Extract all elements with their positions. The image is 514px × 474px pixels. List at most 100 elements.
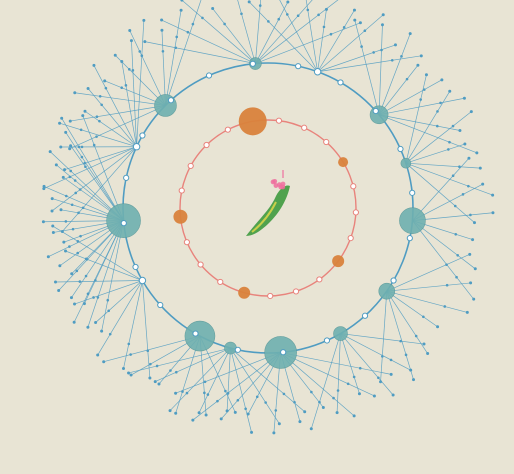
leaf-node[interactable] <box>94 321 98 325</box>
leaf-node[interactable] <box>381 13 385 17</box>
outer-ring-node[interactable] <box>280 349 287 356</box>
leaf-node[interactable] <box>391 393 395 397</box>
leaf-node[interactable] <box>426 352 430 356</box>
leaf-node[interactable] <box>353 18 357 22</box>
outer-ring-node[interactable] <box>132 263 139 271</box>
leaf-node[interactable] <box>478 166 482 170</box>
leaf-node[interactable] <box>225 409 229 413</box>
leaf-node[interactable] <box>62 240 66 244</box>
leaf-node[interactable] <box>358 21 362 25</box>
leaf-node[interactable] <box>471 238 475 242</box>
outer-bubble[interactable] <box>369 105 389 125</box>
leaf-node[interactable] <box>472 297 476 301</box>
leaf-node[interactable] <box>419 54 423 58</box>
leaf-node[interactable] <box>51 224 55 228</box>
leaf-node[interactable] <box>469 110 473 114</box>
inner-ring-node[interactable] <box>197 261 204 268</box>
inner-ring-node[interactable] <box>323 138 330 146</box>
outer-bubble[interactable] <box>400 157 412 169</box>
leaf-node[interactable] <box>102 360 106 364</box>
leaf-node[interactable] <box>473 267 477 271</box>
leaf-node[interactable] <box>174 391 178 395</box>
outer-ring-node[interactable] <box>139 132 146 139</box>
leaf-node[interactable] <box>481 182 485 186</box>
outer-bubble[interactable] <box>154 94 177 117</box>
inner-bubble[interactable] <box>173 209 188 224</box>
outer-ring-node[interactable] <box>249 60 256 67</box>
leaf-node[interactable] <box>272 431 276 435</box>
leaf-node[interactable] <box>86 325 90 329</box>
outer-bubble[interactable] <box>333 326 348 341</box>
outer-node[interactable] <box>138 276 147 285</box>
leaf-node[interactable] <box>160 18 164 22</box>
leaf-node[interactable] <box>465 310 469 314</box>
leaf-node[interactable] <box>472 221 476 225</box>
leaf-node[interactable] <box>81 114 85 118</box>
leaf-node[interactable] <box>448 89 452 93</box>
leaf-node[interactable] <box>60 229 64 233</box>
leaf-node[interactable] <box>204 413 208 417</box>
inner-ring-node[interactable] <box>183 239 191 246</box>
leaf-node[interactable] <box>72 320 76 324</box>
leaf-node[interactable] <box>82 302 86 306</box>
leaf-node[interactable] <box>468 252 472 256</box>
leaf-node[interactable] <box>57 288 61 292</box>
outer-ring-node[interactable] <box>409 189 416 196</box>
leaf-node[interactable] <box>70 272 74 276</box>
outer-ring-node[interactable] <box>295 63 302 70</box>
leaf-node[interactable] <box>250 430 254 434</box>
leaf-node[interactable] <box>491 211 495 215</box>
outer-ring-node[interactable] <box>234 346 241 353</box>
leaf-node[interactable] <box>303 410 307 414</box>
leaf-node[interactable] <box>127 371 131 375</box>
leaf-node[interactable] <box>68 147 72 151</box>
outer-bubble[interactable] <box>378 282 396 300</box>
outer-ring-node[interactable] <box>390 277 397 284</box>
leaf-node[interactable] <box>197 411 201 415</box>
leaf-node[interactable] <box>143 40 147 44</box>
outer-ring-node[interactable] <box>337 79 344 86</box>
leaf-node[interactable] <box>321 405 325 409</box>
leaf-node[interactable] <box>41 220 45 224</box>
outer-ring-node[interactable] <box>372 107 379 115</box>
leaf-node[interactable] <box>96 353 100 357</box>
leaf-node[interactable] <box>219 417 223 421</box>
leaf-node[interactable] <box>160 28 164 32</box>
leaf-node[interactable] <box>54 163 58 167</box>
leaf-node[interactable] <box>58 264 62 268</box>
inner-ring-node[interactable] <box>275 117 283 124</box>
outer-bubble[interactable] <box>184 320 216 352</box>
leaf-node[interactable] <box>462 96 466 100</box>
leaf-node[interactable] <box>335 411 339 415</box>
leaf-node[interactable] <box>153 380 157 384</box>
leaf-node[interactable] <box>467 156 471 160</box>
inner-ring-node[interactable] <box>203 141 210 149</box>
inner-bubble[interactable] <box>238 286 251 299</box>
leaf-node[interactable] <box>129 39 133 43</box>
leaf-node[interactable] <box>59 208 63 212</box>
leaf-node[interactable] <box>408 32 412 36</box>
leaf-node[interactable] <box>179 8 183 12</box>
leaf-node[interactable] <box>247 0 251 4</box>
leaf-node[interactable] <box>286 0 290 4</box>
outer-ring-node[interactable] <box>123 174 130 181</box>
outer-ring-node[interactable] <box>120 220 127 227</box>
leaf-node[interactable] <box>69 144 73 148</box>
leaf-node[interactable] <box>73 302 77 306</box>
leaf-node[interactable] <box>100 329 104 333</box>
leaf-node[interactable] <box>174 411 178 415</box>
leaf-node[interactable] <box>59 145 63 149</box>
outer-ring-node[interactable] <box>361 312 369 319</box>
outer-ring-node[interactable] <box>406 235 413 242</box>
leaf-node[interactable] <box>298 420 302 424</box>
leaf-node[interactable] <box>46 255 50 259</box>
leaf-node[interactable] <box>83 109 87 113</box>
inner-ring-node[interactable] <box>178 187 185 194</box>
inner-ring-node[interactable] <box>224 126 231 133</box>
leaf-node[interactable] <box>69 296 73 300</box>
outer-node[interactable] <box>313 68 322 76</box>
inner-ring-node[interactable] <box>347 234 354 242</box>
leaf-node[interactable] <box>436 325 440 329</box>
leaf-node[interactable] <box>42 187 46 191</box>
leaf-node[interactable] <box>416 63 420 67</box>
